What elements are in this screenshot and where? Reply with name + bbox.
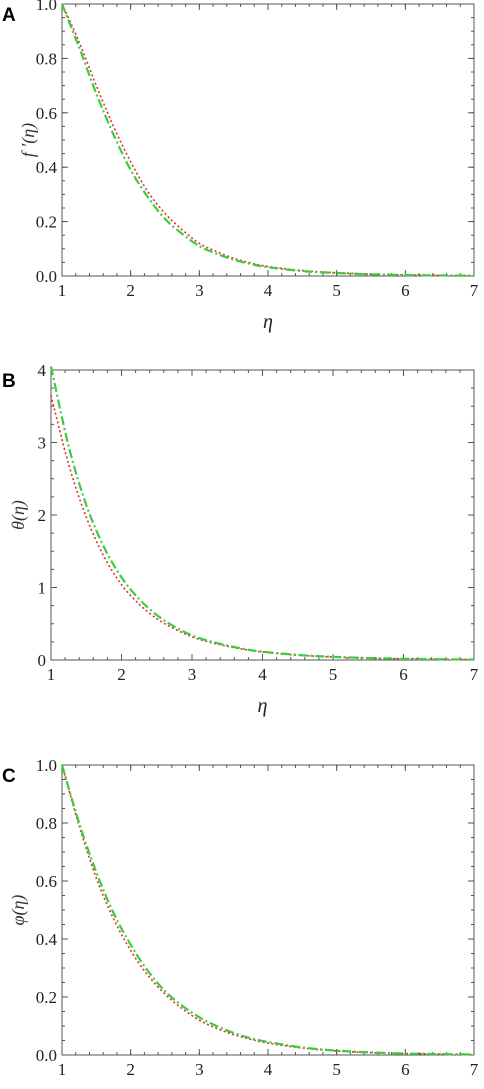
y-axis-label: θ(η) xyxy=(8,500,29,530)
x-tick-label: 3 xyxy=(195,281,204,300)
series-line-2 xyxy=(49,366,475,661)
y-tick-label: 0.0 xyxy=(36,267,57,286)
x-tick-label: 1 xyxy=(47,665,56,684)
plot-frame xyxy=(50,369,475,661)
x-tick-label: 6 xyxy=(401,1060,410,1079)
y-tick-label: 0.2 xyxy=(36,988,57,1007)
y-tick-label: 0.4 xyxy=(36,158,58,177)
y-tick-label: 0.2 xyxy=(36,213,57,232)
y-tick-label: 2 xyxy=(38,506,47,525)
y-tick-label: 0.4 xyxy=(36,930,58,949)
plot-frame xyxy=(61,3,475,277)
series-line-1 xyxy=(50,395,475,661)
y-tick-label: 1.0 xyxy=(36,756,57,775)
x-tick-label: 2 xyxy=(117,665,126,684)
y-axis-label: φ(η) xyxy=(8,895,29,926)
x-tick-label: 2 xyxy=(126,1060,135,1079)
x-tick-label: 2 xyxy=(126,281,135,300)
x-tick-label: 4 xyxy=(264,1060,273,1079)
series-line-1 xyxy=(61,764,475,1056)
panel-letter: C xyxy=(2,766,16,787)
x-tick-label: 6 xyxy=(401,281,410,300)
y-axis-label: f ′(η) xyxy=(18,123,39,157)
y-tick-label: 0.0 xyxy=(36,1046,57,1065)
series-line-2 xyxy=(60,3,475,277)
x-tick-label: 6 xyxy=(399,665,408,684)
y-tick-label: 0.6 xyxy=(36,872,57,891)
y-tick-label: 3 xyxy=(38,434,47,453)
plot-frame xyxy=(61,764,475,1056)
x-tick-label: 5 xyxy=(329,665,338,684)
x-tick-label: 7 xyxy=(470,281,479,300)
y-tick-label: 1 xyxy=(38,579,47,598)
y-tick-label: 0.8 xyxy=(36,814,57,833)
x-tick-label: 1 xyxy=(58,281,67,300)
y-tick-label: 4 xyxy=(38,361,47,380)
chart-panel-a: A 1 2 3 4 5 6 7 0.0 0.2 0.4 0.6 0.8 1.0 η f ′(η) xyxy=(2,0,479,333)
y-tick-label: 0.6 xyxy=(36,104,57,123)
y-tick-label: 1.0 xyxy=(36,0,57,14)
series-line-1 xyxy=(61,3,475,277)
x-tick-label: 4 xyxy=(264,281,273,300)
x-tick-label: 3 xyxy=(195,1060,204,1079)
panel-letter: A xyxy=(2,5,16,26)
x-tick-label: 1 xyxy=(58,1060,67,1079)
x-tick-label: 7 xyxy=(470,1060,479,1079)
x-tick-label: 3 xyxy=(188,665,197,684)
x-tick-label: 7 xyxy=(470,665,479,684)
x-axis-label: η xyxy=(258,695,268,717)
panel-letter: B xyxy=(2,371,16,392)
x-tick-label: 5 xyxy=(332,281,341,300)
x-tick-label: 4 xyxy=(258,665,267,684)
series-line-2 xyxy=(60,764,475,1056)
x-axis-label: η xyxy=(263,311,273,333)
x-tick-label: 5 xyxy=(332,1060,341,1079)
y-tick-label: 0.8 xyxy=(36,49,57,68)
y-tick-label: 0 xyxy=(38,651,47,670)
